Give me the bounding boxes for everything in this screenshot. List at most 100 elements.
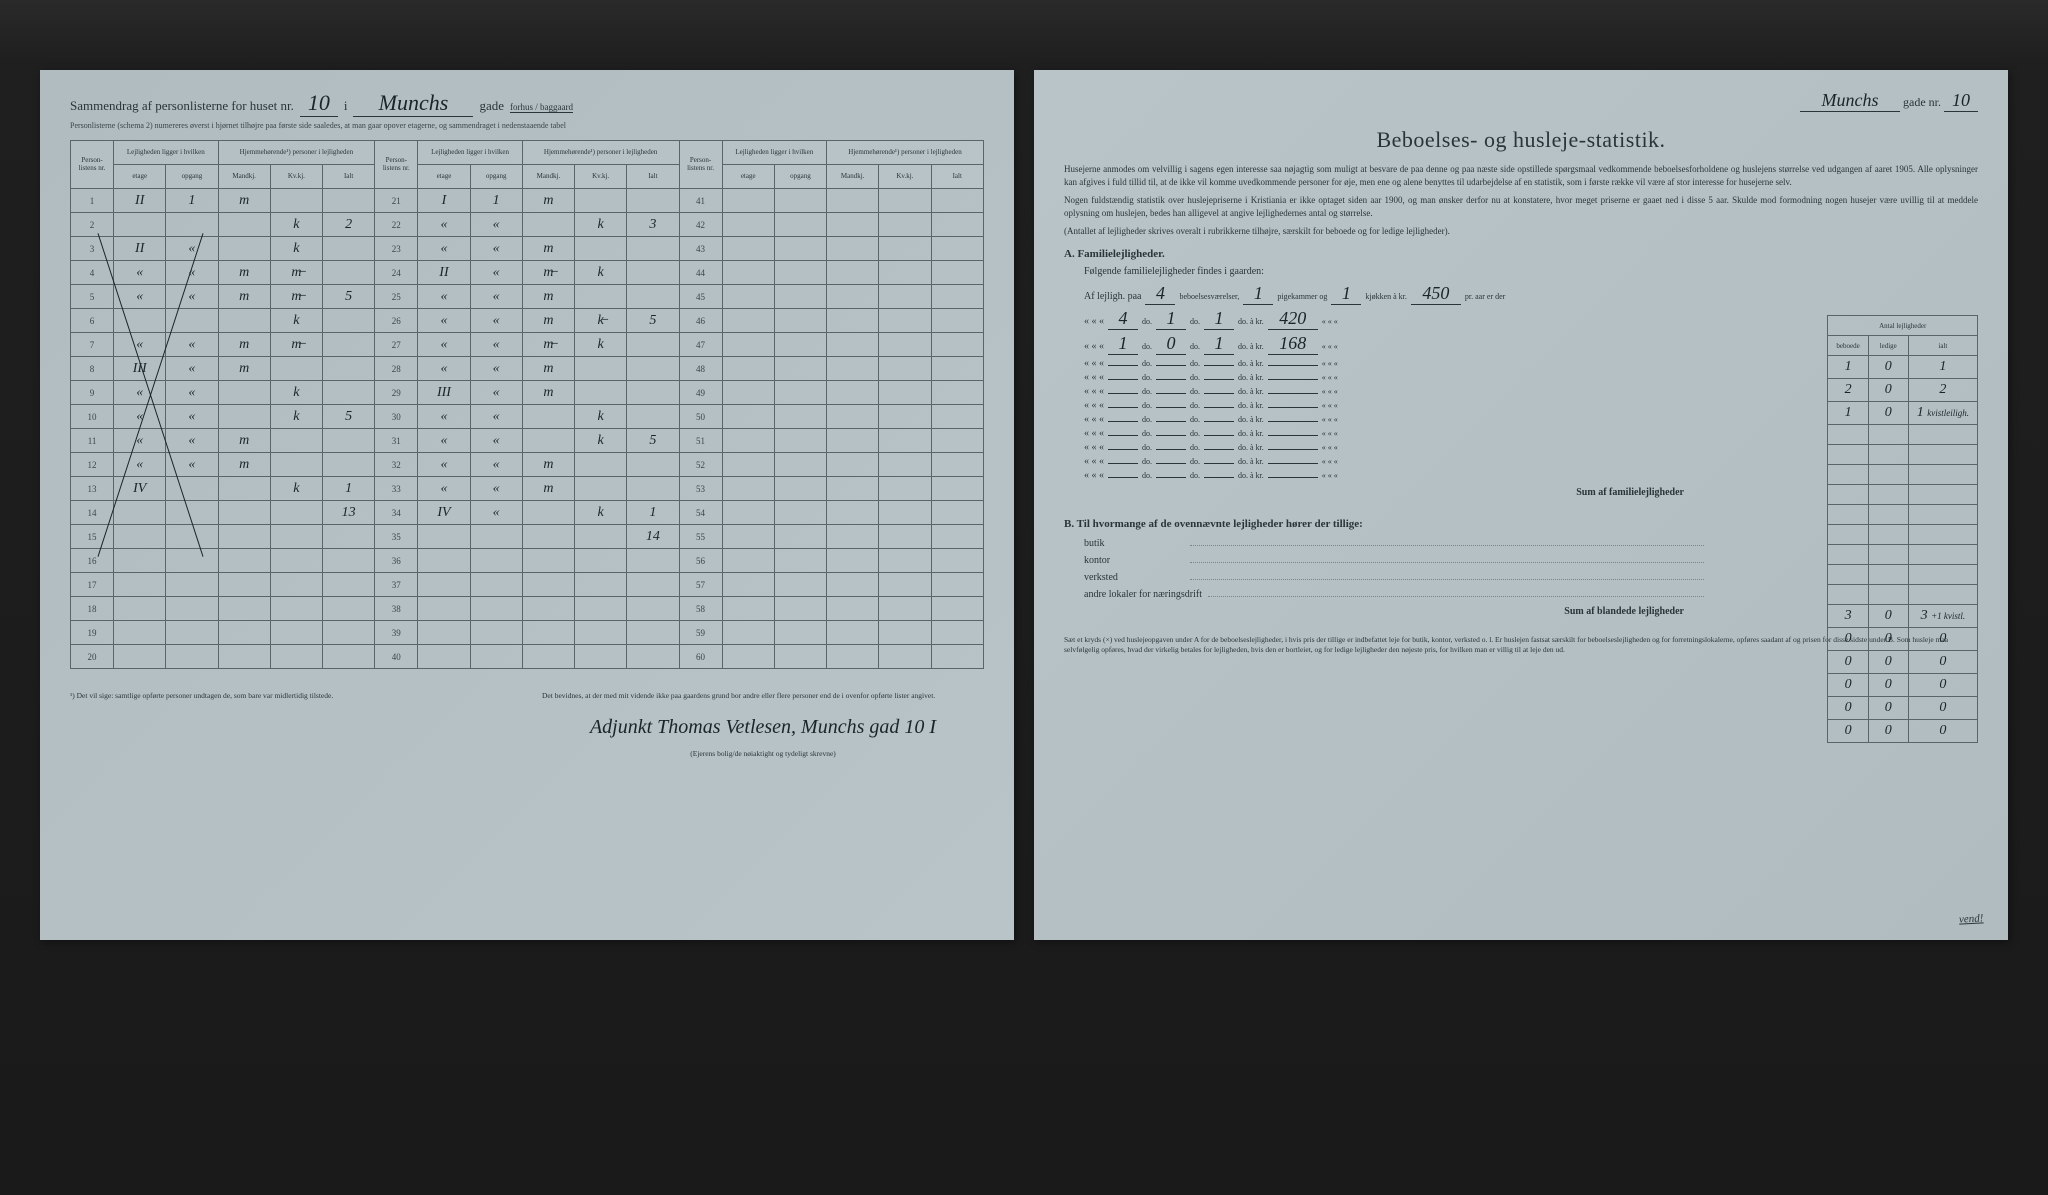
ledger-cell xyxy=(827,261,879,285)
ledger-cell: 1 xyxy=(627,501,679,525)
ledger-row: 5««mm̶525««m45 xyxy=(71,285,984,309)
ledger-cell xyxy=(722,405,774,429)
ledger-cell xyxy=(166,213,218,237)
ledger-cell: k xyxy=(270,237,322,261)
ledger-cell xyxy=(774,285,826,309)
ledger-cell xyxy=(166,309,218,333)
ledger-cell: 31 xyxy=(375,429,418,453)
ledger-cell xyxy=(218,213,270,237)
ledger-cell xyxy=(522,597,574,621)
ledger-cell: m xyxy=(522,453,574,477)
ledger-cell: « xyxy=(114,261,166,285)
ledger-cell xyxy=(722,573,774,597)
ledger-cell xyxy=(270,573,322,597)
ledger-cell xyxy=(931,477,983,501)
ledger-cell xyxy=(774,261,826,285)
ledger-cell xyxy=(522,549,574,573)
section-b-rows: butikkontorverkstedandre lokaler for nær… xyxy=(1084,536,1704,600)
ledger-cell: « xyxy=(470,405,522,429)
ledger-cell: 36 xyxy=(375,549,418,573)
ledger-cell: « xyxy=(470,309,522,333)
ledger-cell xyxy=(218,309,270,333)
document-spread: Sammendrag af personlisterne for huset n… xyxy=(40,70,2008,940)
ledger-cell xyxy=(827,309,879,333)
apartment-row: « « « do. do. do. à kr. « « « xyxy=(1084,386,1704,397)
ledger-cell xyxy=(323,237,375,261)
ledger-cell xyxy=(627,573,679,597)
ledger-cell xyxy=(722,645,774,669)
ledger-cell xyxy=(627,189,679,213)
ledger-cell xyxy=(722,237,774,261)
ledger-cell: 44 xyxy=(679,261,722,285)
box-row xyxy=(1828,525,1978,545)
apartment-row: « « « do. do. do. à kr. « « « xyxy=(1084,400,1704,411)
ledger-cell xyxy=(627,261,679,285)
sub-etage: etage xyxy=(114,165,166,189)
ledger-cell xyxy=(470,621,522,645)
ledger-cell xyxy=(879,309,931,333)
ledger-cell xyxy=(627,597,679,621)
col-personer-3: Hjemmehørende¹) personer i lejligheden xyxy=(827,141,984,165)
ledger-cell: 2 xyxy=(71,213,114,237)
ledger-cell: « xyxy=(114,453,166,477)
ledger-row: 193959 xyxy=(71,621,984,645)
ledger-cell: 24 xyxy=(375,261,418,285)
ledger-cell: « xyxy=(418,477,470,501)
ledger-cell xyxy=(931,429,983,453)
ledger-cell: m xyxy=(522,237,574,261)
ledger-cell xyxy=(827,189,879,213)
apartment-row: « « « do. do. do. à kr. « « « xyxy=(1084,428,1704,439)
ledger-cell: 28 xyxy=(375,357,418,381)
ledger-cell: 14 xyxy=(627,525,679,549)
ledger-cell: m xyxy=(522,381,574,405)
ledger-cell: 47 xyxy=(679,333,722,357)
ledger-row: 8III«m28««m48 xyxy=(71,357,984,381)
ledger-cell xyxy=(879,333,931,357)
ledger-cell: « xyxy=(166,261,218,285)
ledger-cell: k xyxy=(575,261,627,285)
ledger-cell xyxy=(931,645,983,669)
ledger-row: 10««k530««k50 xyxy=(71,405,984,429)
sum-b-label: Sum af blandede lejligheder xyxy=(1564,606,1684,617)
ledger-cell: « xyxy=(166,333,218,357)
ledger-cell xyxy=(470,549,522,573)
ledger-cell: « xyxy=(166,405,218,429)
ledger-cell: « xyxy=(114,333,166,357)
ledger-cell xyxy=(774,477,826,501)
ledger-cell xyxy=(418,573,470,597)
col-lejlighed-3: Lejligheden ligger i hvilken xyxy=(722,141,826,165)
ledger-cell: 23 xyxy=(375,237,418,261)
ledger-row: 204060 xyxy=(71,645,984,669)
ledger-cell: m̶ xyxy=(270,261,322,285)
ledger-cell xyxy=(627,333,679,357)
ledger-row: 9««k29III«m49 xyxy=(71,381,984,405)
ledger-cell xyxy=(522,525,574,549)
ledger-cell: 45 xyxy=(679,285,722,309)
ledger-cell: m xyxy=(218,333,270,357)
ledger-cell xyxy=(218,549,270,573)
ledger-cell: 55 xyxy=(679,525,722,549)
ledger-cell: 51 xyxy=(679,429,722,453)
ledger-cell: m xyxy=(218,453,270,477)
ledger-cell: 52 xyxy=(679,453,722,477)
ledger-cell: 57 xyxy=(679,573,722,597)
ledger-cell: « xyxy=(114,405,166,429)
ledger-cell xyxy=(166,597,218,621)
ledger-cell: « xyxy=(418,237,470,261)
signature-sub: (Ejerens bolig/de nøiaktight og tydeligt… xyxy=(542,749,984,759)
ledger-cell: « xyxy=(166,429,218,453)
ledger-cell: IV xyxy=(114,477,166,501)
ledger-cell xyxy=(774,597,826,621)
ledger-cell xyxy=(114,213,166,237)
ledger-cell: 33 xyxy=(375,477,418,501)
ledger-cell: « xyxy=(470,381,522,405)
box-row: 101 xyxy=(1828,356,1978,379)
sub-ialt-3: Ialt xyxy=(931,165,983,189)
ledger-cell: « xyxy=(470,261,522,285)
ledger-cell xyxy=(827,597,879,621)
para-1: Husejerne anmodes om velvillig i sagens … xyxy=(1064,163,1978,188)
ledger-cell xyxy=(931,309,983,333)
ledger-cell xyxy=(218,525,270,549)
ledger-cell xyxy=(722,501,774,525)
ledger-cell xyxy=(774,453,826,477)
